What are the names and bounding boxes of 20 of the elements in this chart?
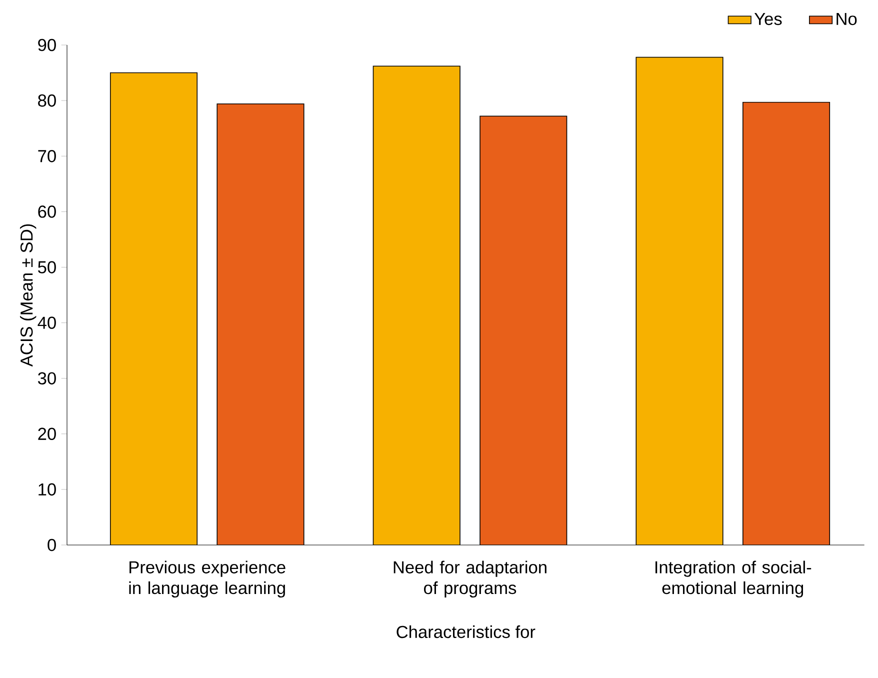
y-tick-label: 90: [38, 38, 56, 52]
x-tick-label: Integration of social-emotional learning: [656, 560, 812, 598]
bar: [480, 116, 568, 545]
y-tick-label: 80: [38, 94, 56, 107]
y-tick-label: 0: [48, 538, 56, 552]
x-axis-title: Characteristics for: [396, 625, 536, 638]
y-tick-label: 50: [38, 261, 56, 274]
y-tick-label: 70: [38, 150, 56, 162]
bar: [216, 103, 304, 545]
y-tick-label: 60: [38, 206, 56, 218]
legend-label: No: [836, 12, 857, 26]
y-tick-label: 10: [38, 483, 56, 496]
x-tick-label: Previous experience in language learning: [129, 560, 286, 598]
y-axis-title: ACIS (Mean ± SD): [20, 224, 36, 367]
x-tick-label: Need for adaptarion of programs: [394, 560, 546, 598]
y-tick-label: 40: [38, 316, 56, 329]
y-tick-label: 20: [38, 428, 56, 440]
y-tick-label: 30: [38, 372, 56, 384]
legend-label: Yes: [754, 12, 782, 26]
bar: [742, 102, 830, 545]
